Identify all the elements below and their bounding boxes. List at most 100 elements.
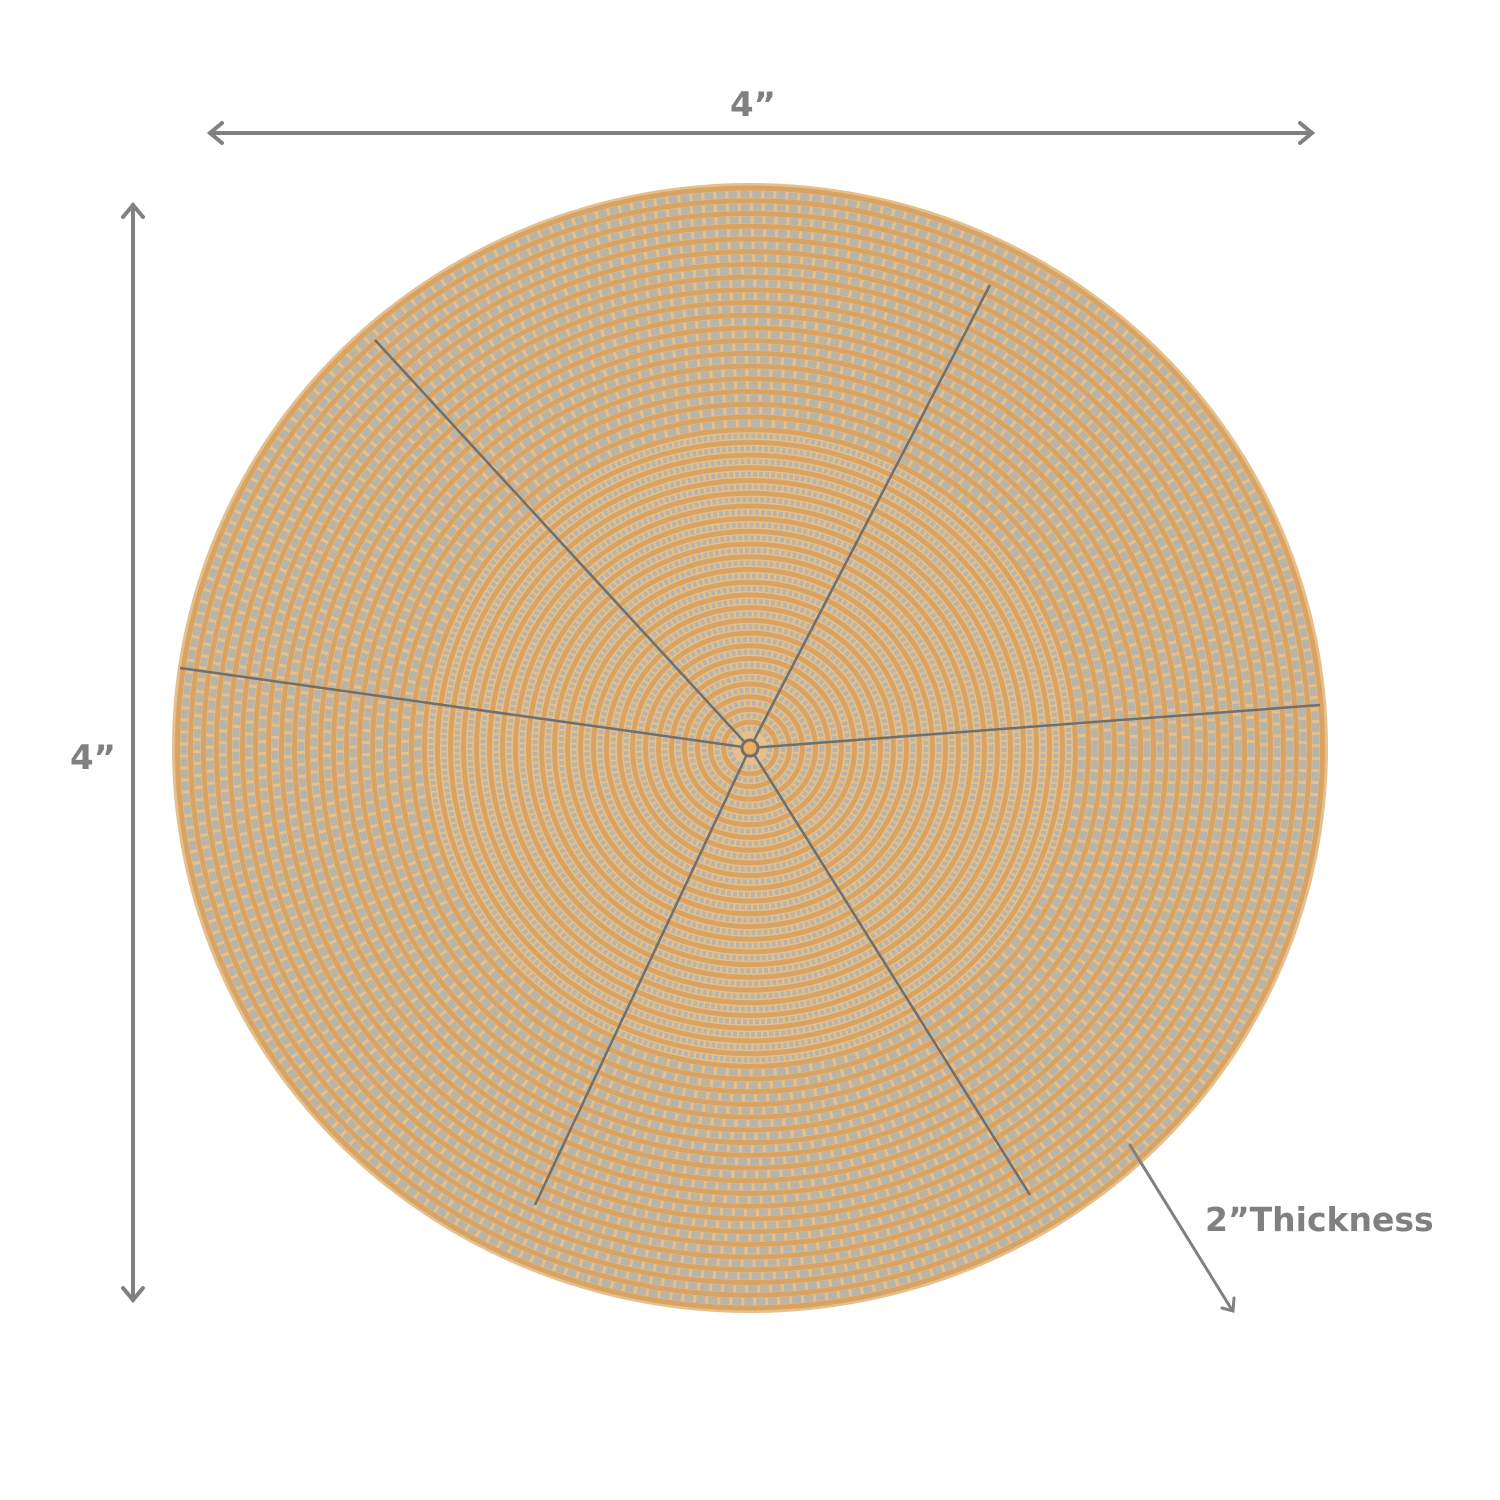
gold-thread-ring — [292, 300, 1208, 1196]
gold-thread-ring — [617, 617, 883, 879]
bead-ring — [180, 190, 1320, 1306]
height-arrow — [121, 201, 145, 1304]
gold-thread-ring — [526, 528, 974, 968]
coaster-photo — [172, 183, 1328, 1313]
bead-ring — [401, 407, 1099, 1089]
bead-ring — [662, 662, 838, 834]
gold-thread-ring — [240, 249, 1260, 1247]
bead-ring — [571, 573, 929, 923]
gold-thread-ring — [383, 389, 1117, 1107]
gold-thread-ring — [591, 592, 909, 904]
bead-ring — [597, 598, 903, 898]
gold-thread-ring — [396, 401, 1104, 1095]
wire-spoke — [748, 284, 992, 749]
bead-ring — [701, 700, 799, 796]
bead-ring — [558, 560, 942, 936]
gold-thread-ring — [513, 516, 987, 980]
bead-ring — [688, 687, 812, 809]
bead-ring — [467, 471, 1033, 1025]
gold-thread-ring — [630, 630, 870, 866]
bead-ring — [532, 535, 968, 961]
gold-thread-ring — [669, 668, 831, 828]
gold-thread-ring — [474, 478, 1026, 1018]
bead-ring — [714, 713, 786, 783]
bead-ring — [258, 267, 1242, 1229]
bead-ring — [388, 394, 1112, 1102]
bead-ring — [375, 381, 1125, 1115]
bead-ring — [636, 636, 864, 860]
bead-ring — [441, 446, 1059, 1050]
bead-ring — [297, 305, 1203, 1191]
gold-thread-ring — [331, 338, 1169, 1158]
gold-thread-ring — [318, 325, 1182, 1171]
gold-thread-ring — [695, 694, 805, 802]
gold-thread-ring — [487, 490, 1013, 1006]
bead-ring — [584, 586, 916, 910]
bead-ring — [232, 241, 1268, 1255]
gold-thread-ring — [370, 376, 1130, 1120]
bead-ring — [362, 368, 1138, 1128]
gold-thread-ring — [253, 261, 1247, 1235]
wire-spoke — [748, 747, 1032, 1196]
bead-ring — [284, 292, 1216, 1204]
wire-spoke — [374, 339, 751, 749]
gold-thread-ring — [227, 236, 1273, 1260]
bead-ring — [193, 203, 1307, 1293]
thickness-arrow — [1128, 1143, 1236, 1313]
gold-thread-ring — [461, 465, 1039, 1031]
gold-thread-ring — [682, 681, 818, 815]
bead-ring — [310, 318, 1190, 1178]
bead-ring — [206, 216, 1294, 1280]
bead-ring — [493, 497, 1007, 999]
bead-ring — [349, 356, 1151, 1140]
bead-ring — [454, 458, 1046, 1038]
gold-thread-ring — [175, 185, 1325, 1311]
wire-spoke — [179, 666, 751, 750]
bead-ring — [271, 279, 1229, 1217]
gold-thread-ring — [552, 554, 948, 942]
gold-thread-ring — [565, 567, 935, 929]
bead-ring — [414, 419, 1086, 1077]
gold-thread-ring — [448, 452, 1052, 1044]
gold-thread-ring — [656, 656, 844, 840]
bead-ring — [623, 624, 877, 872]
gold-thread-ring — [643, 643, 857, 853]
bead-ring — [519, 522, 981, 974]
gold-thread-ring — [266, 274, 1234, 1222]
bead-ring — [336, 343, 1164, 1153]
gold-thread-ring — [604, 605, 896, 891]
gold-thread-ring — [409, 414, 1091, 1082]
bead-ring — [675, 675, 825, 821]
gold-thread-ring — [435, 439, 1065, 1057]
bead-ring — [480, 484, 1020, 1012]
gold-thread-ring — [201, 211, 1299, 1285]
thickness-label: 2”Thickness — [1205, 1200, 1434, 1239]
bead-ring — [649, 649, 851, 847]
wire-spoke — [533, 747, 752, 1206]
bead-ring — [727, 725, 773, 771]
gold-thread-ring — [305, 312, 1195, 1184]
bead-ring — [219, 229, 1281, 1267]
center-hub — [740, 738, 760, 758]
width-label: 4” — [730, 85, 777, 125]
gold-thread-ring — [188, 198, 1312, 1298]
bead-ring — [610, 611, 890, 885]
gold-thread-ring — [708, 706, 792, 790]
gold-thread-ring — [214, 223, 1286, 1273]
gold-thread-ring — [578, 579, 922, 917]
wire-spoke — [749, 703, 1321, 750]
gold-thread-ring — [279, 287, 1221, 1209]
bead-ring — [428, 433, 1072, 1063]
width-arrow — [206, 121, 1316, 145]
gold-thread-ring — [500, 503, 1000, 993]
gold-thread-ring — [422, 427, 1078, 1069]
bead-ring — [506, 509, 994, 987]
gold-thread-ring — [344, 350, 1156, 1146]
bead-ring — [245, 254, 1255, 1242]
bead-ring — [323, 330, 1177, 1166]
height-label: 4” — [70, 738, 117, 778]
bead-ring — [545, 547, 955, 949]
gold-thread-ring — [539, 541, 961, 955]
